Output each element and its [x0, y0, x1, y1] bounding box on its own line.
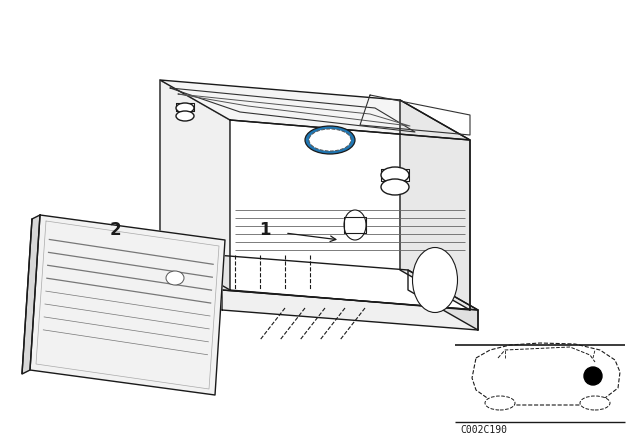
Ellipse shape — [166, 271, 184, 285]
Text: 2: 2 — [109, 221, 121, 239]
Polygon shape — [160, 80, 470, 140]
Polygon shape — [22, 215, 40, 374]
Ellipse shape — [176, 111, 194, 121]
Ellipse shape — [381, 167, 409, 183]
Polygon shape — [230, 120, 470, 310]
Polygon shape — [160, 80, 230, 290]
Ellipse shape — [580, 396, 610, 410]
Circle shape — [584, 367, 602, 385]
Polygon shape — [222, 290, 478, 330]
Ellipse shape — [309, 129, 351, 151]
Ellipse shape — [381, 179, 409, 195]
Polygon shape — [152, 250, 222, 310]
Ellipse shape — [485, 396, 515, 410]
Polygon shape — [400, 100, 470, 310]
Polygon shape — [176, 103, 194, 111]
Ellipse shape — [305, 126, 355, 154]
Polygon shape — [152, 250, 478, 310]
Ellipse shape — [176, 103, 194, 113]
Polygon shape — [408, 270, 478, 330]
Text: 1: 1 — [259, 221, 271, 239]
Ellipse shape — [413, 247, 458, 313]
Ellipse shape — [344, 210, 366, 240]
Polygon shape — [30, 215, 225, 395]
Polygon shape — [344, 217, 366, 233]
Polygon shape — [381, 169, 409, 181]
Text: C002C190: C002C190 — [460, 425, 507, 435]
